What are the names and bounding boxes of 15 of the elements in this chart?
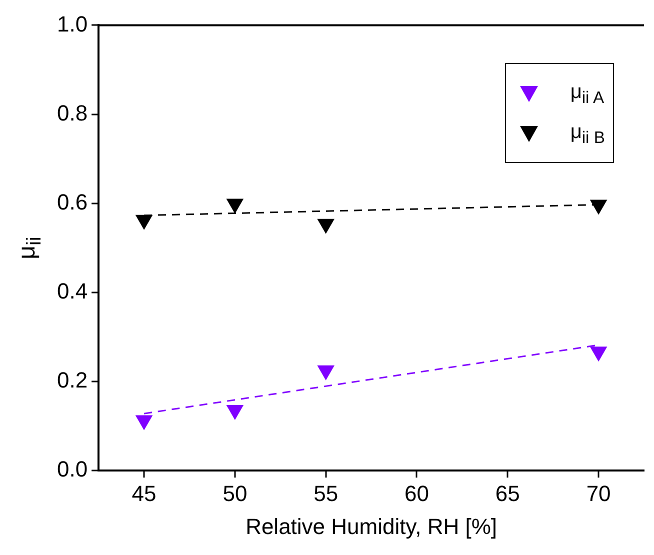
x-tick-label: 60 <box>404 480 429 506</box>
x-tick-label: 45 <box>132 480 156 506</box>
x-axis-title: Relative Humidity, RH [%] <box>244 514 498 540</box>
y-tick-label: 0.4 <box>56 278 88 304</box>
y-tick-label: 1.0 <box>56 11 88 36</box>
y-tick-label: 0.0 <box>56 456 88 482</box>
x-tick-label: 50 <box>222 480 248 506</box>
x-tick-label: 70 <box>586 480 611 506</box>
legend-label: μ$_{ii A}$ <box>570 80 604 108</box>
y-tick-label: 0.8 <box>56 100 88 126</box>
y-tick-label: 0.6 <box>56 189 88 214</box>
legend-label: μ$_{ii B}$ <box>570 120 605 148</box>
y-tick-label: 0.2 <box>56 368 88 393</box>
x-tick-label: 65 <box>495 480 520 506</box>
x-tick-label: 55 <box>314 480 338 506</box>
